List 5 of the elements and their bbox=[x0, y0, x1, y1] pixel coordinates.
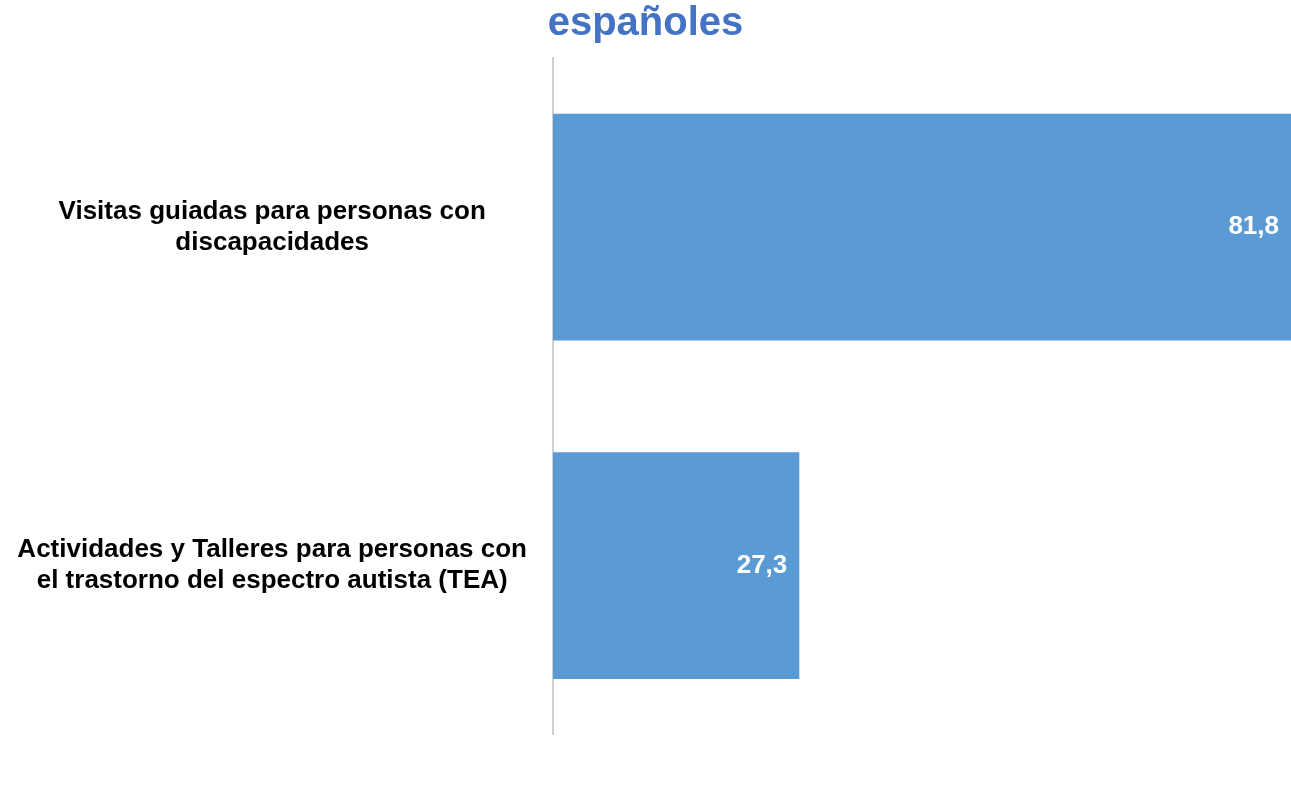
y-tick-label: Visitas guiadas para personas con discapacidades bbox=[58, 194, 486, 256]
y-tick-label: Actividades y Talleres para personas con el trastorno del espectro autista (TEA) bbox=[17, 533, 528, 595]
chart-title: españoles bbox=[547, 0, 744, 44]
data-label: 81,8 bbox=[1228, 210, 1279, 241]
data-label: 27,3 bbox=[736, 548, 788, 579]
